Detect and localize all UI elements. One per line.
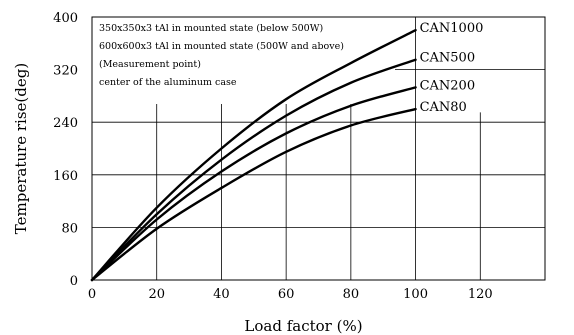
plot-area-frame [91,16,546,281]
annotation-line: (Measurement point) [99,59,201,70]
annotation-line: 600x600x3 tAl in mounted state (500W and… [99,41,344,52]
y-tick-label: 320 [53,64,78,79]
series-label-can500: CAN500 [420,51,476,66]
x-tick-label: 100 [403,287,428,302]
series-line-can500 [90,58,417,282]
x-tick-label: 60 [278,287,295,302]
annotation-box: 350x350x3 tAl in mounted state (below 50… [99,23,344,88]
x-tick-label: 20 [148,287,165,302]
y-tick-label: 0 [70,274,78,289]
x-tick-label: 120 [468,287,493,302]
y-tick-label: 400 [53,11,78,26]
series-lines [90,28,417,282]
series-label-can1000: CAN1000 [420,21,484,36]
grid-lines [92,17,545,280]
x-tick-label: 40 [213,287,230,302]
y-axis-label: Temperature rise(deg) [12,63,30,234]
series-line-can200 [90,86,417,282]
annotation-line: 350x350x3 tAl in mounted state (below 50… [99,23,323,34]
series-line-can1000 [90,28,417,282]
y-axis-ticks: 0 80 160 240 320 400 [53,11,78,289]
x-axis-ticks: 0 20 40 60 80 100 120 [88,287,493,302]
series-label-can80: CAN80 [420,100,467,115]
y-tick-label: 80 [61,221,78,236]
series-line-can80 [90,107,417,282]
x-tick-label: 80 [343,287,360,302]
series-labels: CAN1000 CAN500 CAN200 CAN80 [420,21,484,115]
series-label-can200: CAN200 [420,78,476,93]
y-tick-label: 160 [53,169,78,184]
x-axis-label: Load factor (%) [244,317,362,335]
x-tick-label: 0 [88,287,96,302]
annotation-line: center of the aluminum case [99,77,237,88]
y-tick-label: 240 [53,116,78,131]
